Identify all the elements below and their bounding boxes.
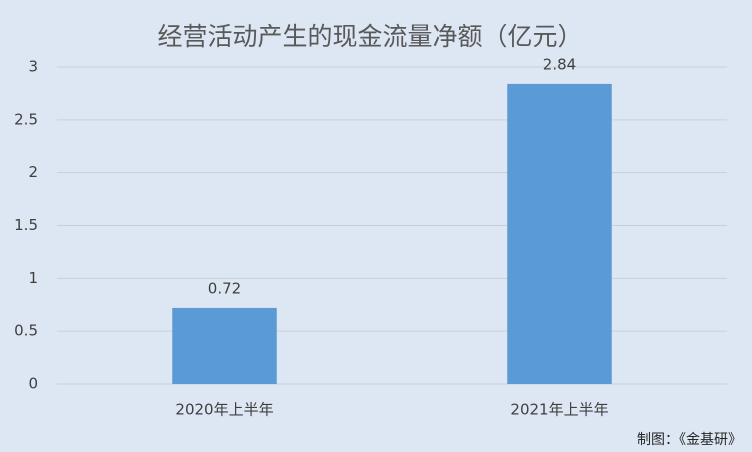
- y-tick-label: 3: [28, 58, 38, 76]
- bar: [172, 307, 277, 384]
- value-label: 0.72: [208, 279, 241, 297]
- value-label: 2.84: [543, 55, 576, 73]
- y-tick-label: 2.5: [14, 110, 38, 128]
- y-tick-label: 0: [28, 375, 38, 393]
- source-note: 制图：《金基研》: [637, 431, 742, 448]
- x-tick-label: 2020年上半年: [175, 401, 273, 419]
- y-tick-label: 1.5: [14, 216, 38, 234]
- bar: [507, 83, 612, 384]
- chart-title: 经营活动产生的现金流量净额（亿元）: [157, 22, 582, 51]
- y-tick-label: 2: [28, 163, 38, 181]
- y-tick-label: 1: [28, 269, 38, 287]
- y-tick-label: 0.5: [14, 322, 38, 340]
- x-tick-label: 2021年上半年: [510, 401, 608, 419]
